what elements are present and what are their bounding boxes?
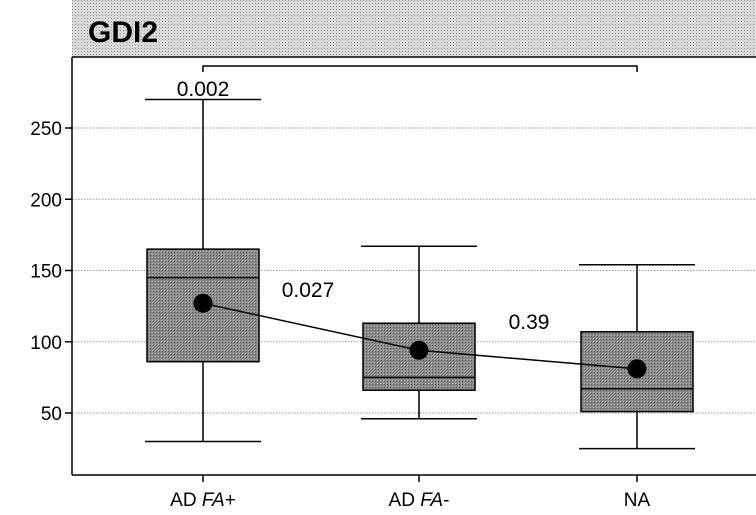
y-tick-label-250: 250 — [30, 119, 62, 140]
x-category-label-0: AD FA+ — [170, 490, 236, 511]
mean-marker-1 — [409, 340, 429, 360]
iqr-box — [362, 322, 476, 391]
x-category-label-1: AD FA- — [389, 490, 450, 511]
mean-marker-2 — [627, 359, 647, 379]
x-axis-categories: AD FA+ AD FA- NA — [170, 475, 651, 511]
annotation-pvalue-0: 0.002 — [177, 78, 230, 101]
box-1 — [361, 245, 477, 420]
title-bar — [72, 0, 756, 57]
x-category-label-2: NA — [624, 490, 651, 511]
bracket-line — [202, 65, 638, 72]
y-tick-label-50: 50 — [41, 404, 62, 425]
mean-line-group — [193, 293, 647, 379]
mean-marker-0 — [193, 293, 213, 313]
box-2 — [579, 264, 695, 450]
box-plots — [145, 98, 695, 450]
y-tick-label-200: 200 — [30, 190, 62, 211]
y-tick-label-150: 150 — [30, 262, 62, 283]
significance-annotations: 0.002 0.027 0.39 — [177, 65, 638, 334]
y-tick-label-100: 100 — [30, 333, 62, 354]
box-0 — [145, 98, 261, 443]
chart-title: GDI2 — [88, 16, 158, 49]
y-axis-ticks: 50 100 150 200 250 — [30, 119, 72, 425]
annotation-pvalue-2: 0.39 — [509, 311, 550, 334]
annotation-pvalue-1: 0.027 — [282, 279, 335, 302]
